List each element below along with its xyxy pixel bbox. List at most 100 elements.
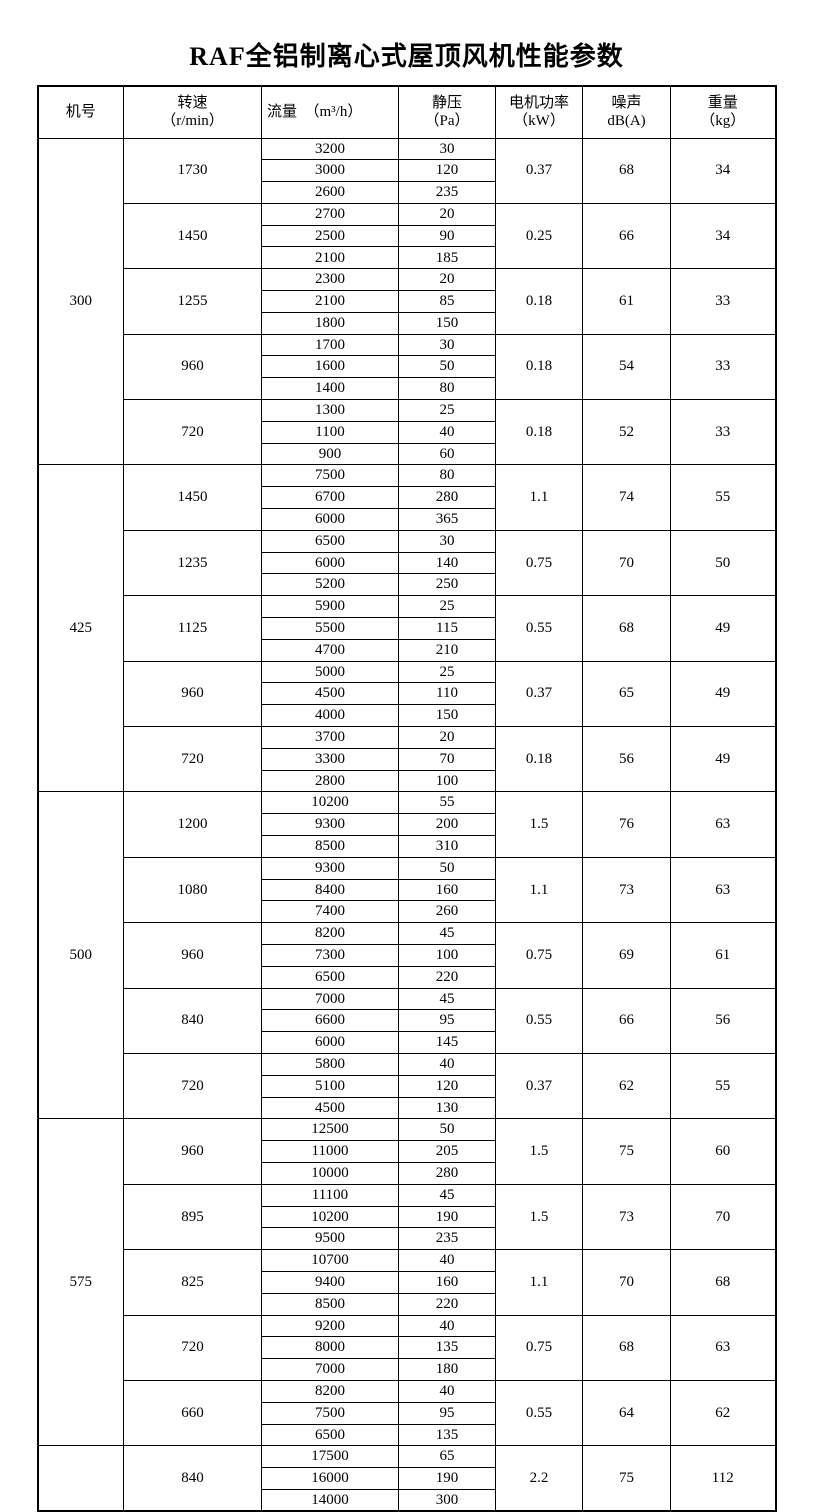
table-row: 16000 190 <box>38 1467 776 1490</box>
pressure-cell: 120 <box>398 1074 496 1098</box>
power-cell: 0.37 <box>495 137 583 204</box>
table-row: 720 1300 25 0.18 52 33 <box>38 399 776 466</box>
flow-cell: 12500 <box>261 1118 399 1142</box>
pressure-cell: 30 <box>398 529 496 553</box>
flow-cell: 9300 <box>261 856 399 880</box>
flow-cell: 5500 <box>261 617 399 640</box>
noise-cell: 70 <box>582 1249 671 1316</box>
weight-cell: 33 <box>670 268 776 335</box>
pressure-cell: 300 <box>398 1488 496 1512</box>
table-row: 6700 280 <box>38 486 776 510</box>
power-cell: 0.37 <box>495 660 583 728</box>
pressure-cell: 280 <box>398 486 496 510</box>
flow-cell: 9400 <box>261 1270 399 1294</box>
table-row: 960 8200 45 0.75 69 61 <box>38 922 776 989</box>
speed-cell: 1450 <box>123 464 262 531</box>
noise-cell: 68 <box>582 1314 671 1381</box>
pressure-cell: 150 <box>398 704 496 728</box>
flow-cell: 8200 <box>261 922 399 945</box>
flow-cell: 2500 <box>261 224 399 248</box>
noise-cell: 54 <box>582 333 671 401</box>
model-cell: 300 <box>37 137 124 466</box>
power-cell: 1.5 <box>495 1183 583 1251</box>
flow-cell: 17500 <box>261 1445 399 1469</box>
flow-cell: 2100 <box>261 246 399 270</box>
power-cell: 1.1 <box>495 464 583 531</box>
flow-cell: 7500 <box>261 1401 399 1425</box>
pressure-cell: 40 <box>398 1052 496 1076</box>
power-cell: 0.75 <box>495 529 583 597</box>
flow-cell: 5100 <box>261 1074 399 1098</box>
table-row: 1080 9300 50 1.1 73 63 <box>38 856 776 924</box>
pressure-cell: 135 <box>398 1336 496 1360</box>
flow-cell: 6500 <box>261 965 399 989</box>
header-sublabel: （kW） <box>513 113 565 130</box>
fan-performance-table: 机号 转速 （r/min） 流量 （m³/h） 静压 （Pa） 电机功率 （kW） 噪声 dB(A… <box>36 85 777 1512</box>
flow-cell: 7000 <box>261 987 399 1011</box>
speed-cell: 840 <box>123 1445 262 1512</box>
pressure-cell: 45 <box>398 987 496 1011</box>
flow-cell: 11000 <box>261 1140 399 1163</box>
noise-cell: 66 <box>582 987 671 1054</box>
speed-cell: 1450 <box>123 202 262 270</box>
speed-cell: 720 <box>123 726 262 793</box>
flow-cell: 7400 <box>261 900 399 924</box>
pressure-cell: 135 <box>398 1423 496 1447</box>
pressure-cell: 90 <box>398 224 496 248</box>
table-row: 1450 2700 20 0.25 66 34 <box>38 202 776 270</box>
pressure-cell: 20 <box>398 726 496 749</box>
model-cell: 575 <box>37 1118 124 1447</box>
pressure-cell: 25 <box>398 660 496 684</box>
pressure-cell: 40 <box>398 420 496 444</box>
table-row: 840 17500 65 2.2 75 112 <box>37 1445 776 1512</box>
speed-cell: 1080 <box>123 856 262 924</box>
header-sublabel: （r/min） <box>161 113 224 130</box>
table-row: 2500 90 <box>38 224 776 248</box>
power-cell: 1.1 <box>495 856 583 924</box>
model-cell <box>37 1445 124 1512</box>
weight-cell: 55 <box>670 1052 776 1120</box>
pressure-cell: 200 <box>398 813 496 836</box>
table-row: 5200 250 <box>38 573 776 597</box>
pressure-cell: 180 <box>398 1358 496 1381</box>
pressure-cell: 145 <box>398 1031 496 1054</box>
noise-cell: 73 <box>582 856 671 924</box>
pressure-cell: 85 <box>398 290 496 313</box>
pressure-cell: 140 <box>398 551 496 575</box>
flow-cell: 6600 <box>261 1009 399 1033</box>
flow-cell: 11100 <box>261 1183 399 1207</box>
flow-cell: 8400 <box>261 878 399 902</box>
weight-cell: 49 <box>670 726 776 793</box>
flow-cell: 1400 <box>261 377 399 401</box>
flow-cell: 3700 <box>261 726 399 749</box>
header-label: 噪声 <box>611 94 642 111</box>
table-row: 1125 5900 25 0.55 68 49 <box>38 595 776 662</box>
flow-cell: 3300 <box>261 747 399 771</box>
pressure-cell: 45 <box>398 1183 496 1207</box>
pressure-cell: 220 <box>398 965 496 989</box>
pressure-cell: 80 <box>398 377 496 401</box>
speed-cell: 660 <box>123 1379 262 1447</box>
table-row: 8000 135 <box>38 1336 776 1360</box>
table-row: 4500 110 <box>38 682 776 706</box>
header-model: 机号 <box>37 85 124 139</box>
weight-cell: 62 <box>670 1379 776 1447</box>
weight-cell: 63 <box>670 856 776 924</box>
flow-cell: 9200 <box>261 1314 399 1338</box>
table-row: 3300 70 <box>38 747 776 771</box>
weight-cell: 49 <box>670 595 776 662</box>
table-row: 720 3700 20 0.18 56 49 <box>38 726 776 793</box>
table-row: 825 10700 40 1.1 70 68 <box>38 1249 776 1316</box>
header-power: 电机功率 （kW） <box>495 85 583 139</box>
power-cell: 0.18 <box>495 268 583 335</box>
flow-cell: 5200 <box>261 573 399 597</box>
pressure-cell: 220 <box>398 1292 496 1316</box>
weight-cell: 68 <box>670 1249 776 1316</box>
pressure-cell: 50 <box>398 355 496 379</box>
table-row: 7300 100 <box>38 943 776 967</box>
pressure-cell: 100 <box>398 769 496 793</box>
pressure-cell: 280 <box>398 1161 496 1185</box>
pressure-cell: 190 <box>398 1205 496 1229</box>
table-row: 960 5000 25 0.37 65 49 <box>38 660 776 728</box>
power-cell: 0.75 <box>495 922 583 989</box>
